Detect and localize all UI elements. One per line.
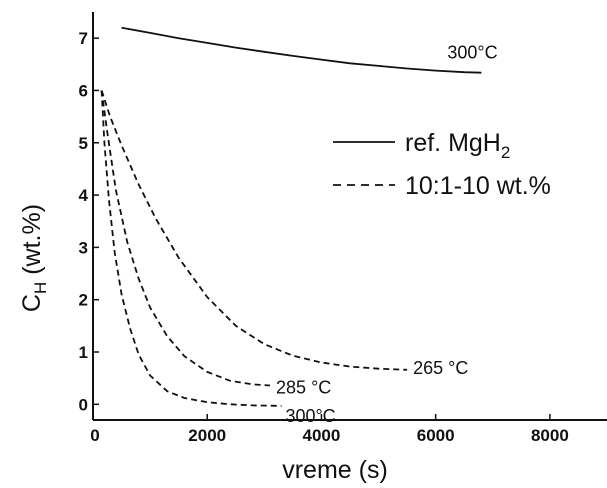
x-tick-label: 2000 bbox=[188, 426, 226, 445]
legend-label-0: ref. MgH2 bbox=[405, 129, 510, 162]
x-tick-label: 4000 bbox=[303, 426, 341, 445]
x-tick-label: 8000 bbox=[531, 426, 569, 445]
y-tick-label: 0 bbox=[79, 395, 88, 414]
y-axis-label-main: C bbox=[18, 294, 46, 312]
x-axis-label: vreme (s) bbox=[282, 456, 388, 484]
series-annotation-1: 265 °C bbox=[413, 358, 468, 378]
series-annotation-2: 285 °C bbox=[276, 377, 331, 397]
x-tick-label: 0 bbox=[90, 426, 99, 445]
series-lines bbox=[100, 26, 482, 407]
legend: ref. MgH2 10:1-10 wt.% bbox=[333, 129, 551, 200]
y-axis-label-sub: H bbox=[31, 282, 50, 294]
y-tick-label: 1 bbox=[79, 343, 88, 362]
y-tick-label: 6 bbox=[79, 81, 88, 100]
y-axis-label: CH (wt.%) bbox=[18, 204, 50, 312]
series-line-3 bbox=[100, 90, 282, 407]
y-axis-label-suffix: (wt.%) bbox=[18, 204, 46, 282]
y-tick-label: 7 bbox=[79, 29, 88, 48]
series-annotation-3: 300°C bbox=[285, 406, 335, 426]
y-tick-label: 4 bbox=[79, 186, 89, 205]
x-tick-label: 6000 bbox=[417, 426, 455, 445]
y-tick-label: 3 bbox=[79, 238, 88, 257]
series-line-0 bbox=[121, 26, 482, 74]
axes bbox=[92, 12, 607, 421]
series-annotation-0: 300°C bbox=[447, 43, 497, 63]
y-tick-label: 5 bbox=[79, 134, 88, 153]
series-annotations: 300°C 265 °C 285 °C 300°C bbox=[276, 43, 498, 426]
tick-labels: 0 2000 4000 6000 8000 0 1 2 3 4 5 6 7 bbox=[79, 29, 569, 445]
y-tick-label: 2 bbox=[79, 291, 88, 310]
series-line-1 bbox=[100, 90, 408, 371]
legend-label-1: 10:1-10 wt.% bbox=[405, 172, 551, 200]
series-line-2 bbox=[100, 90, 271, 387]
